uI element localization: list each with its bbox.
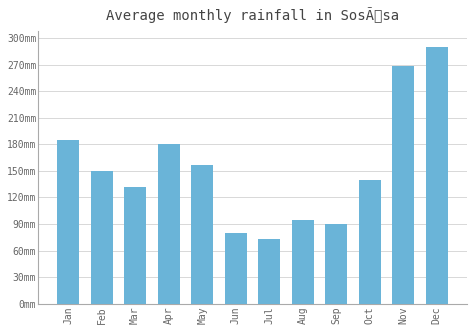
Bar [191, 165, 213, 304]
Bar [392, 67, 414, 304]
Bar [124, 187, 146, 304]
Bar [258, 239, 280, 304]
Bar [158, 144, 180, 304]
Bar [292, 219, 313, 304]
Bar [91, 171, 112, 304]
Bar [426, 47, 447, 304]
Title: Average monthly rainfall in SosÃsa: Average monthly rainfall in SosÃsa [106, 7, 399, 23]
Bar [57, 140, 79, 304]
Bar [359, 180, 381, 304]
Bar [225, 233, 246, 304]
Bar [325, 224, 347, 304]
